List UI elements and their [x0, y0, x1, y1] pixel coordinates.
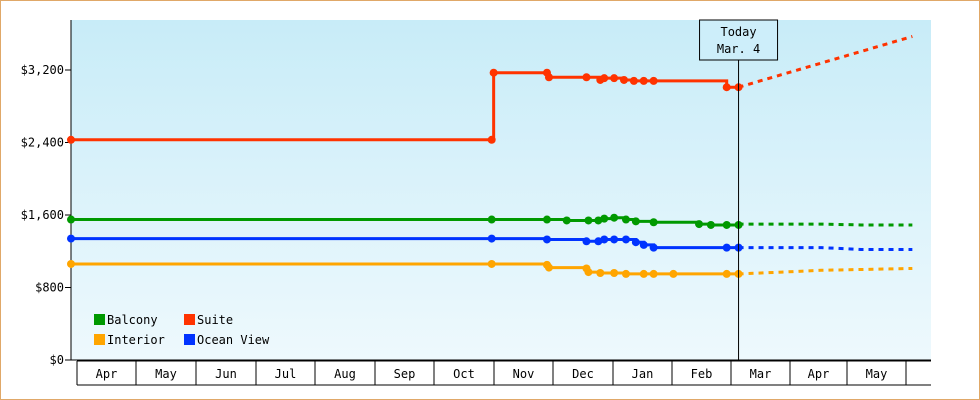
- data-point: [639, 76, 648, 85]
- data-point: [584, 268, 593, 277]
- data-point: [542, 215, 551, 224]
- data-point: [722, 243, 731, 252]
- data-point: [544, 263, 553, 272]
- data-point: [649, 243, 658, 252]
- today-label: Today: [720, 25, 756, 39]
- data-point: [67, 259, 75, 268]
- x-tick-label: Mar: [750, 367, 772, 381]
- y-tick-label: $800: [35, 281, 64, 295]
- legend-label: Interior: [107, 333, 165, 347]
- data-point: [600, 74, 609, 83]
- data-point: [649, 269, 658, 278]
- data-point: [487, 259, 496, 268]
- y-tick-label: $2,400: [21, 136, 64, 150]
- data-point: [722, 269, 731, 278]
- data-point: [669, 269, 678, 278]
- data-point: [722, 83, 731, 92]
- x-tick-label: Aug: [334, 367, 356, 381]
- data-point: [582, 237, 591, 246]
- data-point: [621, 269, 630, 278]
- data-point: [610, 213, 619, 222]
- legend-label: Suite: [197, 313, 233, 327]
- forecast-line: [738, 222, 913, 227]
- x-tick-label: Sep: [394, 367, 416, 381]
- legend-label: Ocean View: [197, 333, 270, 347]
- x-tick-label: Apr: [96, 367, 118, 381]
- data-point: [621, 235, 630, 244]
- forecast-line: [738, 266, 913, 276]
- data-point: [67, 234, 75, 243]
- legend: Balcony Suite Interior Ocean View: [94, 313, 270, 347]
- data-point: [722, 220, 731, 229]
- today-date: Mar. 4: [717, 42, 760, 56]
- data-point: [67, 215, 75, 224]
- data-point: [621, 215, 630, 224]
- forecast-lines: [738, 35, 913, 276]
- legend-swatch: [184, 314, 195, 325]
- data-point: [600, 214, 609, 223]
- today-box: [699, 19, 779, 61]
- data-point: [487, 135, 496, 144]
- y-tick-label: $3,200: [21, 63, 64, 77]
- data-point: [629, 76, 638, 85]
- x-tick-label: Feb: [691, 367, 713, 381]
- data-point: [487, 234, 496, 243]
- series-markers: [67, 68, 743, 278]
- data-point: [610, 74, 619, 83]
- legend-swatch: [184, 334, 195, 345]
- data-point: [620, 75, 628, 84]
- data-point: [487, 215, 496, 224]
- x-tick-label: Jul: [275, 367, 297, 381]
- data-point: [544, 73, 553, 82]
- data-point: [639, 240, 648, 249]
- axes: $0 $800 $1,600 $2,400 $3,200 Apr May Jun Jul Aug S…: [21, 20, 931, 386]
- legend-swatch: [94, 334, 105, 345]
- x-tick-label: May: [155, 367, 177, 381]
- data-point: [67, 135, 75, 144]
- forecast-line: [738, 246, 913, 251]
- y-tick-label: $0: [50, 353, 64, 367]
- data-point: [649, 218, 658, 227]
- x-tick-label: Jan: [632, 367, 654, 381]
- x-tick-label: Dec: [572, 367, 594, 381]
- data-point: [631, 238, 640, 247]
- plot-area: [71, 20, 931, 360]
- data-point: [610, 235, 619, 244]
- legend-swatch: [94, 314, 105, 325]
- data-point: [610, 269, 619, 277]
- data-point: [600, 235, 609, 244]
- data-point: [596, 269, 605, 277]
- x-tick-label: Oct: [453, 367, 475, 381]
- x-tick-label: May: [866, 367, 888, 381]
- data-point: [584, 216, 593, 225]
- data-point: [706, 220, 715, 229]
- x-tick-label: Jun: [215, 367, 237, 381]
- data-point: [695, 220, 704, 229]
- data-point: [639, 269, 648, 278]
- forecast-line: [738, 35, 913, 89]
- data-point: [582, 73, 591, 82]
- today-marker: Today Mar. 4: [699, 19, 779, 360]
- legend-label: Balcony: [107, 313, 158, 327]
- y-tick-label: $1,600: [21, 208, 64, 222]
- data-point: [649, 76, 658, 85]
- data-point: [489, 68, 498, 77]
- x-tick-label: Nov: [513, 367, 535, 381]
- data-point: [542, 235, 551, 244]
- data-point: [631, 217, 640, 226]
- x-tick-label: Apr: [808, 367, 830, 381]
- data-point: [562, 216, 571, 225]
